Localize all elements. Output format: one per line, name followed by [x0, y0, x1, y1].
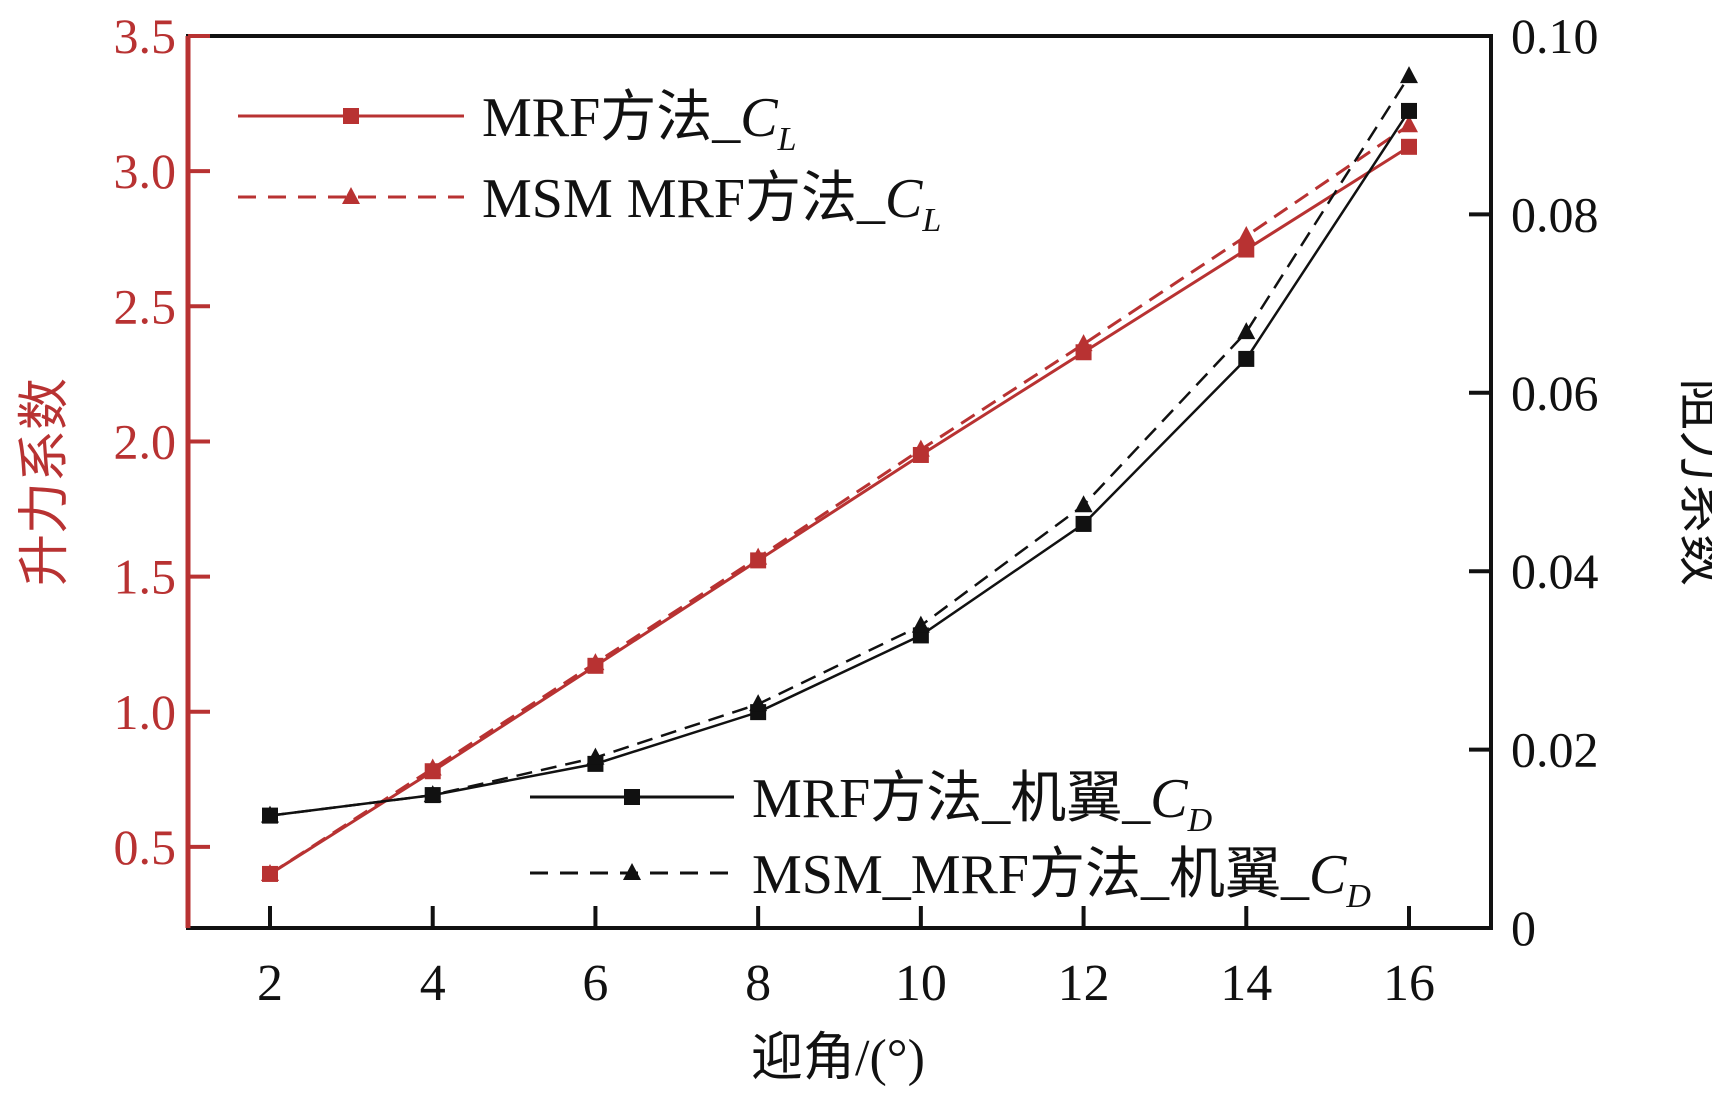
- data-point: [1400, 66, 1418, 84]
- x-tick-label: 14: [1220, 955, 1272, 1012]
- data-point: [749, 694, 768, 712]
- data-point: [1074, 495, 1093, 513]
- legend-marker: [343, 108, 359, 124]
- legend-item: MRF方法_CL: [238, 87, 797, 158]
- legend-item: MSM_MRF方法_机翼_CD: [530, 844, 1371, 915]
- y-tick-label: 2.0: [114, 413, 177, 469]
- x-tick-label: 6: [582, 955, 608, 1012]
- y-tick-label: 3.0: [114, 143, 177, 199]
- data-point: [749, 547, 768, 565]
- x-axis-label: 迎角/(°): [751, 1030, 925, 1087]
- data-point: [261, 805, 279, 823]
- data-point: [911, 439, 930, 457]
- legend-label: MRF方法_CL: [482, 87, 797, 158]
- series-line-1: [269, 123, 1410, 876]
- data-point: [1237, 322, 1256, 340]
- x-tick-label: 10: [895, 955, 947, 1012]
- legend-item: MSM MRF方法_CL: [238, 168, 941, 239]
- y2-tick-label: 0.10: [1511, 8, 1599, 64]
- data-point: [911, 615, 930, 633]
- x-tick-label: 8: [745, 955, 771, 1012]
- y2-tick-label: 0.02: [1511, 722, 1599, 778]
- y-tick-label: 3.5: [114, 8, 177, 64]
- legend-marker: [342, 187, 360, 204]
- data-point: [1401, 102, 1417, 119]
- data-point: [423, 758, 442, 776]
- legend-item: MRF方法_机翼_CD: [530, 768, 1213, 839]
- data-point: [1237, 226, 1256, 244]
- y-tick-label: 1.0: [114, 684, 177, 740]
- data-point: [586, 653, 605, 671]
- legend-label: MSM_MRF方法_机翼_CD: [752, 844, 1371, 915]
- legend-marker: [624, 789, 640, 805]
- y2-tick-label: 0.08: [1511, 186, 1599, 242]
- legend-marker: [623, 863, 641, 880]
- series-line-0: [269, 145, 1410, 876]
- y-tick-label: 2.5: [114, 278, 177, 334]
- series-line-3: [269, 75, 1411, 817]
- data-point: [1075, 515, 1092, 532]
- x-tick-label: 16: [1383, 955, 1435, 1012]
- data-point: [261, 863, 279, 881]
- data-point: [1238, 241, 1255, 258]
- y2-tick-label: 0.06: [1511, 365, 1599, 421]
- series-line-2: [269, 110, 1411, 817]
- legend-label: MRF方法_机翼_CD: [752, 768, 1213, 839]
- legend-label: MSM MRF方法_CL: [482, 168, 941, 239]
- x-tick-label: 2: [257, 955, 283, 1012]
- data-point: [1400, 115, 1418, 133]
- y2-tick-label: 0: [1511, 900, 1536, 956]
- data-point: [1238, 350, 1255, 367]
- x-tick-label: 4: [420, 955, 446, 1012]
- data-point: [586, 747, 605, 765]
- x-tick-label: 12: [1058, 955, 1110, 1012]
- data-point: [423, 785, 442, 803]
- data-point: [1074, 334, 1093, 352]
- data-point: [1401, 138, 1417, 155]
- y2-tick-label: 0.04: [1511, 543, 1599, 599]
- y-tick-label: 1.5: [114, 549, 177, 605]
- y-tick-label: 0.5: [114, 819, 177, 875]
- y-axis-label: 升力系数: [17, 378, 74, 586]
- y2-axis-label: 阻力系数: [1673, 378, 1712, 586]
